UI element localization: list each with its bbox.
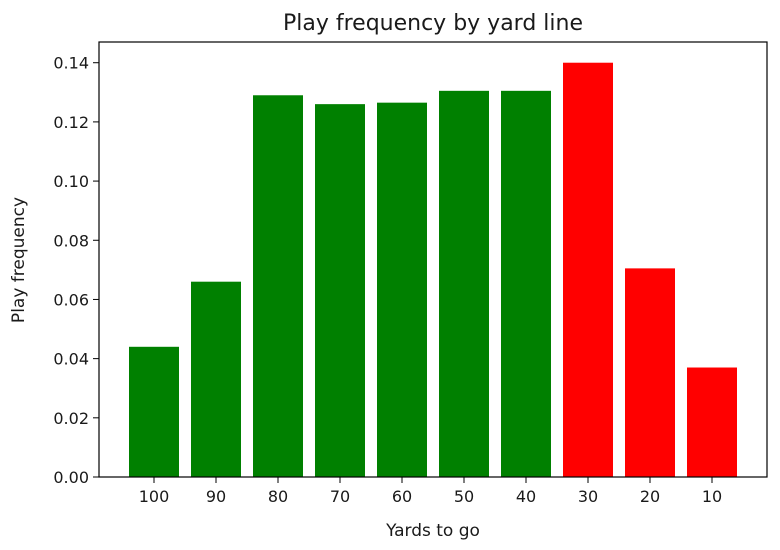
bar-10 [687, 367, 737, 477]
bar-100 [129, 346, 179, 477]
x-tick-label: 70 [330, 487, 350, 506]
y-tick-label: 0.08 [53, 231, 89, 250]
y-tick-label: 0.14 [53, 54, 89, 73]
bar-20 [625, 268, 675, 477]
bar-80 [253, 95, 303, 477]
y-tick-label: 0.06 [53, 290, 89, 309]
bar-40 [501, 90, 551, 477]
x-tick-label: 90 [206, 487, 226, 506]
x-tick-label: 30 [578, 487, 598, 506]
bar-70 [315, 104, 365, 478]
x-tick-label: 100 [139, 487, 170, 506]
y-tick-label: 0.04 [53, 350, 89, 369]
x-tick-label: 60 [392, 487, 412, 506]
x-tick-label: 80 [268, 487, 288, 506]
bar-60 [377, 102, 427, 477]
bar-90 [191, 281, 241, 477]
x-tick-label: 10 [702, 487, 722, 506]
x-axis-label: Yards to go [385, 521, 480, 541]
y-tick-label: 0.12 [53, 113, 89, 132]
y-axis-label: Play frequency [9, 197, 29, 323]
x-tick-label: 50 [454, 487, 474, 506]
y-axis-ticks: 0.00 0.02 0.04 0.06 0.08 0.10 0.12 0.14 [53, 54, 99, 487]
chart-title: Play frequency by yard line [283, 11, 583, 36]
bar-30 [563, 62, 613, 477]
x-tick-label: 20 [640, 487, 660, 506]
plot-frame [98, 41, 768, 478]
x-tick-label: 40 [516, 487, 536, 506]
y-tick-label: 0.00 [53, 468, 89, 487]
y-tick-label: 0.02 [53, 409, 89, 428]
x-axis-ticks: 100 90 80 70 60 50 40 30 20 10 [139, 477, 722, 506]
bars-group [129, 62, 737, 478]
bar-50 [439, 90, 489, 477]
y-tick-label: 0.10 [53, 172, 89, 191]
